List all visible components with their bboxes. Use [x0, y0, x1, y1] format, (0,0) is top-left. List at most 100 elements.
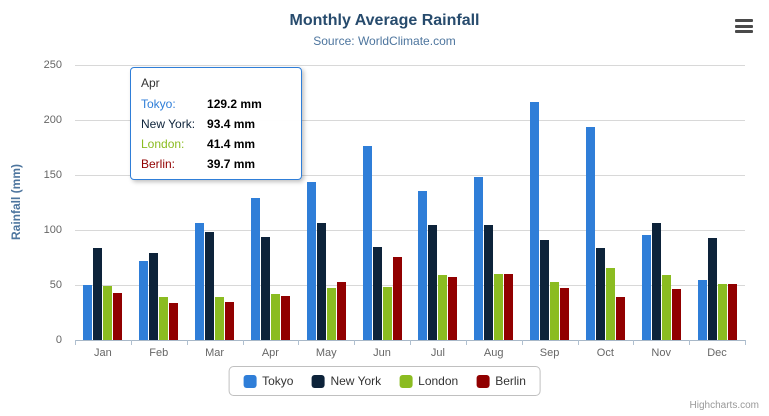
gridline-100: [75, 230, 745, 231]
bar-berlin-oct[interactable]: [615, 297, 625, 340]
bar-new-york-apr[interactable]: [260, 237, 270, 340]
bar-berlin-feb[interactable]: [169, 303, 179, 340]
legend-item-berlin[interactable]: Berlin: [476, 374, 526, 388]
bar-berlin-sep[interactable]: [560, 287, 570, 340]
x-axis-tick: [633, 340, 635, 345]
bar-new-york-oct[interactable]: [595, 248, 605, 340]
bar-london-mar[interactable]: [215, 296, 225, 340]
bar-new-york-jun[interactable]: [372, 247, 382, 340]
bar-new-york-sep[interactable]: [540, 239, 550, 340]
x-axis-tick-label: Sep: [539, 347, 560, 359]
bar-london-apr[interactable]: [270, 294, 280, 340]
bar-new-york-dec[interactable]: [707, 238, 717, 340]
tooltip-series-value: 129.2 mm: [207, 97, 262, 111]
hamburger-menu-icon: [735, 30, 753, 33]
bar-tokyo-oct[interactable]: [585, 126, 595, 340]
bar-london-may[interactable]: [326, 288, 336, 340]
export-menu-button[interactable]: [735, 19, 753, 33]
legend-label: London: [418, 374, 459, 388]
x-axis-tick: [410, 340, 411, 345]
gridline-50: [75, 285, 745, 286]
bar-tokyo-jul[interactable]: [418, 190, 428, 340]
tooltip-series-value: 93.4 mm: [207, 117, 256, 131]
bar-tokyo-dec[interactable]: [697, 280, 707, 340]
bar-berlin-mar[interactable]: [225, 302, 235, 340]
bar-berlin-apr[interactable]: [280, 296, 290, 340]
bar-london-nov[interactable]: [661, 274, 671, 340]
category-group-nov: [633, 65, 689, 340]
x-axis-tick-label: Dec: [707, 347, 727, 359]
bar-berlin-dec[interactable]: [727, 283, 737, 340]
tooltip-series-name: New York:: [141, 117, 196, 131]
x-axis-tick: [298, 340, 300, 345]
bar-new-york-jan[interactable]: [93, 248, 103, 340]
bar-berlin-aug[interactable]: [504, 273, 514, 340]
category-group-mar: [187, 65, 243, 340]
bar-new-york-nov[interactable]: [651, 222, 661, 340]
x-axis-tick: [745, 340, 746, 345]
category-group-jul: [410, 65, 466, 340]
bar-tokyo-mar[interactable]: [195, 222, 205, 340]
bar-london-feb[interactable]: [159, 297, 169, 340]
hamburger-menu-icon: [735, 19, 753, 22]
bar-tokyo-sep[interactable]: [530, 101, 540, 340]
bar-new-york-aug[interactable]: [484, 225, 494, 340]
bar-berlin-nov[interactable]: [671, 288, 681, 340]
x-axis-tick-label: Feb: [149, 347, 169, 359]
bar-london-oct[interactable]: [605, 268, 615, 340]
tooltip-series-value: 39.7 mm: [207, 157, 256, 171]
y-axis-labels: 0 50 100 150 200 250: [0, 59, 62, 346]
legend-symbol-berlin: [476, 374, 490, 388]
legend-item-new-york[interactable]: New York: [311, 374, 381, 388]
legend-item-tokyo[interactable]: Tokyo: [243, 374, 293, 388]
bar-new-york-feb[interactable]: [149, 253, 159, 340]
bar-tokyo-feb[interactable]: [139, 261, 149, 340]
legend-symbol-london: [399, 374, 413, 388]
category-group-aug: [466, 65, 522, 340]
category-group-apr: [242, 65, 298, 340]
columns-layer: [75, 65, 745, 340]
bar-tokyo-nov[interactable]: [641, 234, 651, 340]
tooltip-rows: Tokyo: 129.2 mm New York: 93.4 mm London: 41.…: [141, 97, 291, 171]
legend-label: Berlin: [495, 374, 526, 388]
x-axis-tick: [75, 340, 76, 345]
bar-london-sep[interactable]: [550, 282, 560, 340]
bar-london-jul[interactable]: [438, 275, 448, 340]
y-axis-tick-label: 250: [43, 59, 62, 71]
bar-berlin-jan[interactable]: [113, 293, 123, 340]
plot-area: [75, 65, 746, 345]
x-axis-tick: [354, 340, 356, 345]
tooltip-series-value: 41.4 mm: [207, 137, 256, 151]
x-axis-tick: [577, 340, 579, 345]
legend-symbol-tokyo: [243, 374, 257, 388]
bar-tokyo-jun[interactable]: [362, 146, 372, 340]
bar-berlin-may[interactable]: [336, 282, 346, 340]
bar-london-jun[interactable]: [382, 286, 392, 340]
y-axis-tick-label: 0: [55, 334, 62, 346]
bar-berlin-jun[interactable]: [392, 256, 402, 340]
x-axis-tick-label: Aug: [483, 347, 504, 359]
bar-berlin-jul[interactable]: [448, 276, 458, 340]
bar-new-york-mar[interactable]: [205, 231, 215, 340]
bar-new-york-may[interactable]: [316, 223, 326, 340]
y-axis-tick-label: 150: [43, 169, 62, 181]
x-axis-labels: Jan Feb Mar Apr May Jun Jul Aug Sep Oct Nov Dec: [75, 347, 745, 359]
hamburger-menu-icon: [735, 24, 753, 28]
bar-tokyo-jan[interactable]: [83, 285, 93, 340]
category-group-jun: [354, 65, 410, 340]
legend-item-london[interactable]: London: [399, 374, 458, 388]
bar-london-aug[interactable]: [494, 274, 504, 340]
x-axis-tick: [521, 340, 523, 345]
x-axis-tick-label: Mar: [205, 347, 225, 359]
bar-new-york-jul[interactable]: [428, 224, 438, 340]
x-axis-tick: [186, 340, 188, 345]
bar-tokyo-may[interactable]: [306, 181, 316, 340]
bar-tokyo-aug[interactable]: [474, 176, 484, 340]
bar-london-dec[interactable]: [717, 283, 727, 340]
bar-tokyo-apr[interactable]: [250, 197, 260, 340]
x-axis-tick: [130, 340, 132, 345]
tooltip: Apr Tokyo: 129.2 mm New York: 93.4 mm London…: [130, 67, 302, 180]
credits-link[interactable]: Highcharts.com: [689, 400, 759, 411]
tooltip-series-name: Berlin:: [141, 157, 176, 171]
bar-london-jan[interactable]: [103, 286, 113, 340]
